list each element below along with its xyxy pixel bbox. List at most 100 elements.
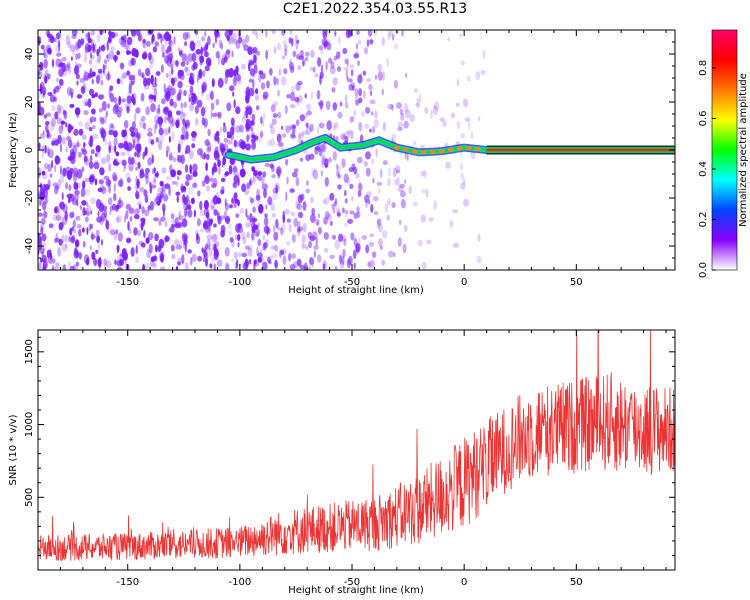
noise-speckle [296,97,300,106]
ridge-hotspot [420,150,427,155]
noise-speckle [121,159,127,166]
noise-speckle [193,209,196,218]
noise-speckle [274,259,278,269]
noise-speckle [350,82,356,89]
noise-speckle [161,34,166,42]
noise-speckle [52,214,58,221]
noise-speckle [304,112,308,119]
noise-speckle [263,216,269,227]
noise-speckle [292,233,294,243]
noise-speckle [101,100,107,111]
x-tick-label: 0 [461,577,467,588]
noise-speckle [413,88,418,93]
noise-speckle [348,167,354,173]
noise-speckle [49,35,55,40]
noise-speckle [251,139,256,150]
noise-speckle [95,58,101,65]
noise-speckle [208,247,213,257]
noise-speckle [482,49,486,60]
noise-speckle [173,101,178,109]
noise-speckle [38,101,41,111]
noise-speckle [62,167,66,177]
noise-speckle [179,111,186,122]
noise-speckle [224,69,231,78]
noise-speckle [337,36,341,45]
noise-speckle [391,202,396,209]
noise-speckle [253,65,258,74]
noise-speckle [135,190,140,200]
noise-speckle [92,133,99,140]
noise-speckle [150,103,156,113]
spectrogram-axes: -150 -100 -50 0 50 -40 -20 0 20 40 [24,29,675,288]
noise-speckle [189,174,193,181]
noise-speckle [262,91,269,99]
noise-speckle [204,175,210,185]
noise-speckle [127,156,132,165]
noise-speckle [121,98,126,103]
noise-speckle [45,112,52,117]
steady-line-core [486,148,675,152]
ridge-hotspot [393,145,400,150]
noise-speckle [109,205,114,212]
noise-speckle [462,178,466,186]
noise-speckle [305,154,311,162]
noise-speckle [177,154,183,163]
noise-speckle [421,188,427,194]
noise-speckle [353,262,356,270]
noise-speckle [42,130,45,136]
noise-speckle [357,60,360,67]
noise-speckle [92,48,96,54]
noise-speckle [203,44,207,51]
noise-speckle [334,239,340,250]
noise-speckle [214,30,217,37]
noise-speckle [378,238,383,248]
noise-speckle [184,164,189,173]
noise-speckle [216,259,223,267]
noise-speckle [201,247,204,254]
noise-speckle [73,65,80,76]
noise-speckle [171,60,178,65]
noise-speckle [126,70,130,76]
colorbar-axis: 0.0 0.2 0.4 0.6 0.8 [698,60,716,278]
noise-speckle [460,60,465,66]
noise-speckle [182,240,187,250]
noise-speckle [234,251,238,260]
noise-speckle [84,121,90,130]
noise-speckle [171,118,176,127]
noise-speckle [362,70,367,76]
noise-speckle [168,69,172,80]
noise-speckle [476,255,482,264]
noise-speckle [396,176,400,187]
noise-speckle [342,207,345,214]
noise-speckle [334,200,338,207]
noise-speckle [344,135,349,145]
noise-speckle [69,211,75,219]
noise-speckle [244,34,250,43]
noise-speckle [73,128,79,136]
noise-speckle [215,98,220,106]
noise-speckle [175,244,182,250]
noise-speckle [88,88,95,96]
noise-speckle [260,82,266,90]
x-tick-label: 50 [570,277,583,288]
noise-speckle [452,209,459,214]
noise-speckle [188,97,192,103]
noise-speckle [199,55,205,64]
noise-speckle [120,151,127,156]
noise-speckle [406,153,409,162]
noise-speckle [222,156,226,166]
noise-speckle [217,159,221,168]
noise-speckle [319,75,322,85]
noise-speckle [267,196,273,206]
noise-speckle [130,30,137,37]
noise-speckle [399,183,405,188]
noise-speckle [241,63,246,70]
noise-speckle [106,260,112,269]
noise-speckle [134,143,141,152]
noise-speckle [317,57,322,67]
noise-speckle [181,53,188,63]
noise-speckle [244,188,249,196]
noise-speckle [334,197,338,205]
noise-speckle [378,223,383,233]
